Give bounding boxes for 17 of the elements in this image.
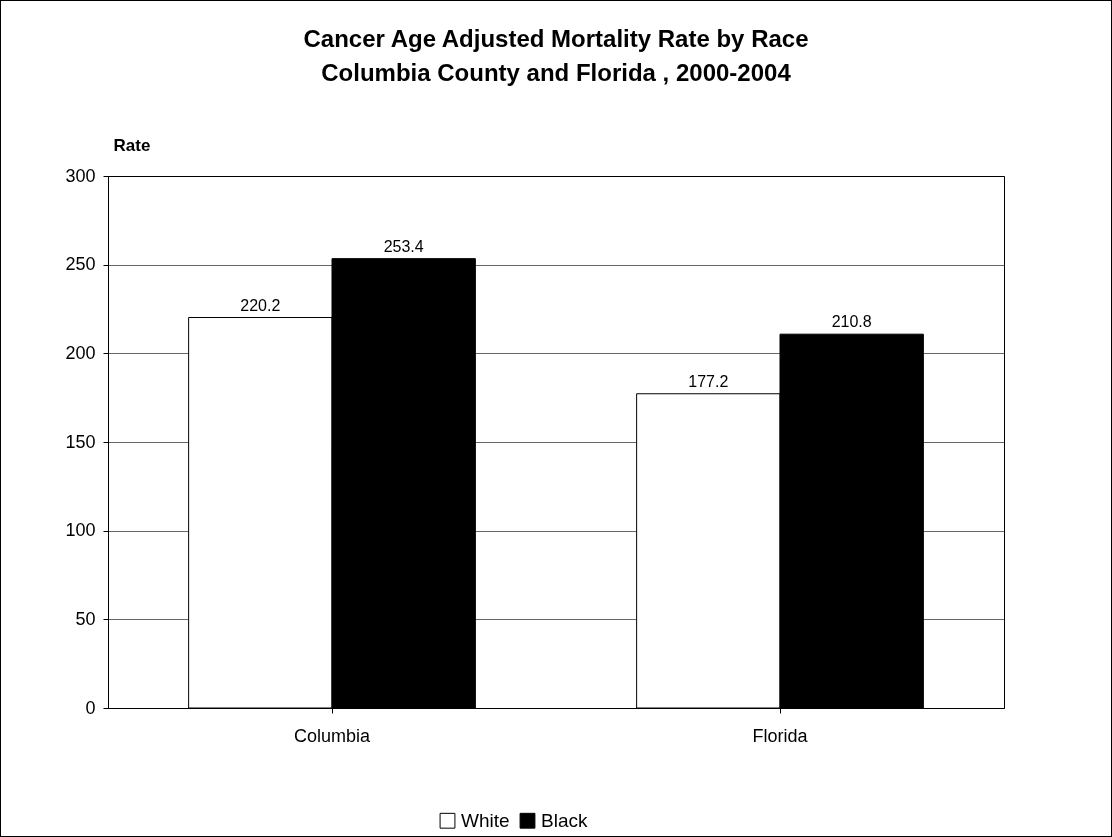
y-axis-title: Rate <box>113 135 151 155</box>
data-label: 253.4 <box>383 237 424 255</box>
legend-label: Black <box>541 809 588 831</box>
data-label: 220.2 <box>240 296 281 314</box>
y-tick-label: 50 <box>75 608 96 629</box>
x-tick-label: Columbia <box>293 725 371 746</box>
y-tick-label: 150 <box>65 431 96 452</box>
y-tick-label: 200 <box>65 342 96 363</box>
y-tick-label: 250 <box>65 254 96 275</box>
y-tick-label: 0 <box>85 697 96 718</box>
chart-title: Cancer Age Adjusted Mortality Rate by Race Columbia County and Florida , 2000-2004 <box>303 25 809 86</box>
y-tick-label: 100 <box>65 520 96 541</box>
legend-label: White <box>461 809 510 831</box>
y-tick-label: 300 <box>65 165 96 186</box>
x-tick-label: Florida <box>752 725 809 746</box>
data-label: 177.2 <box>688 372 729 390</box>
data-label: 210.8 <box>831 313 872 331</box>
